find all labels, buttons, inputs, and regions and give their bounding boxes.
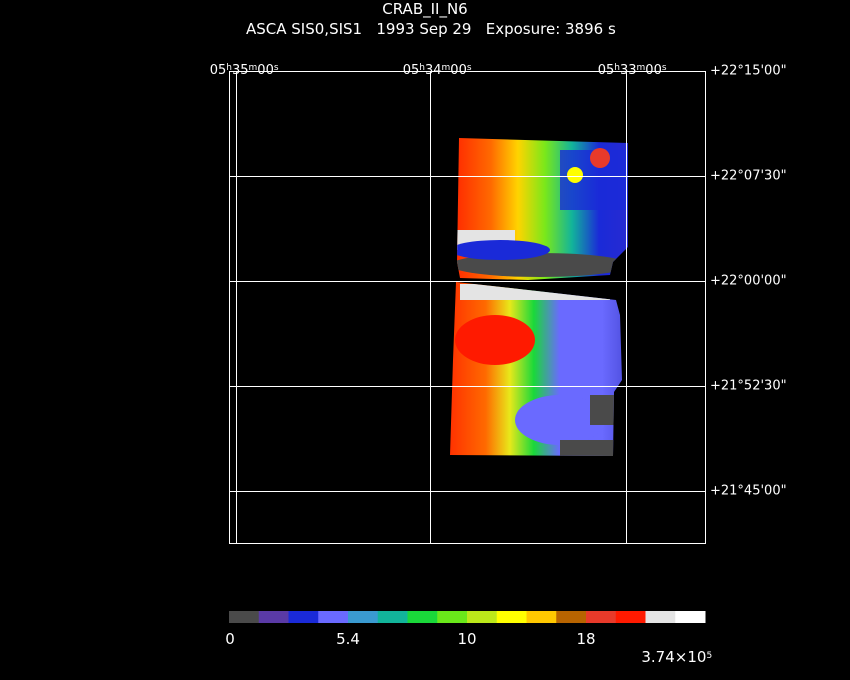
colorbar-swatch	[437, 611, 468, 623]
colorbar-swatch	[318, 611, 349, 623]
subtitle: ASCA SIS0,SIS1 1993 Sep 29 Exposure: 389…	[246, 20, 616, 38]
upper-image-patch	[457, 138, 628, 280]
colorbar-swatch	[407, 611, 438, 623]
colorbar-swatch	[288, 611, 319, 623]
lower-image-patch	[450, 282, 622, 456]
title: CRAB_II_N6	[382, 0, 468, 18]
colorbar-label-1: 0	[225, 630, 235, 648]
dec-tick-label-3: +22°00'00"	[710, 273, 787, 289]
dec-tick-label-2: +22°07'30"	[710, 168, 787, 184]
colorbar-swatch	[675, 611, 706, 623]
plot-frame	[229, 71, 706, 544]
dec-tick-label-4: +21°52'30"	[710, 378, 787, 394]
dec-tick-label-1: +22°15'00"	[710, 63, 787, 79]
colorbar-swatch	[348, 611, 379, 623]
dec-tick-label-5: +21°45'00"	[710, 483, 787, 499]
colorbar	[229, 611, 706, 623]
colorbar-swatch	[615, 611, 646, 623]
coordinate-grid	[229, 71, 705, 543]
colorbar-label-5: 3.74×105	[641, 648, 713, 666]
ra-tick-label-2: 05h34m00s	[402, 63, 472, 78]
colorbar-label-4: 18	[576, 630, 596, 648]
colorbar-swatch	[467, 611, 498, 623]
colorbar-swatch	[377, 611, 408, 623]
colorbar-swatch	[258, 611, 289, 623]
colorbar-swatch	[586, 611, 617, 623]
colorbar-swatch	[556, 611, 587, 623]
colorbar-swatch	[229, 611, 260, 623]
colorbar-label-3: 10	[457, 630, 477, 648]
ra-tick-label-1: 05h35m00s	[209, 63, 279, 78]
colorbar-swatch	[645, 611, 676, 623]
colorbar-swatch	[526, 611, 557, 623]
ra-tick-label-3: 05h33m00s	[597, 63, 667, 78]
colorbar-swatch	[496, 611, 527, 623]
colorbar-label-2: 5.4	[336, 630, 360, 648]
